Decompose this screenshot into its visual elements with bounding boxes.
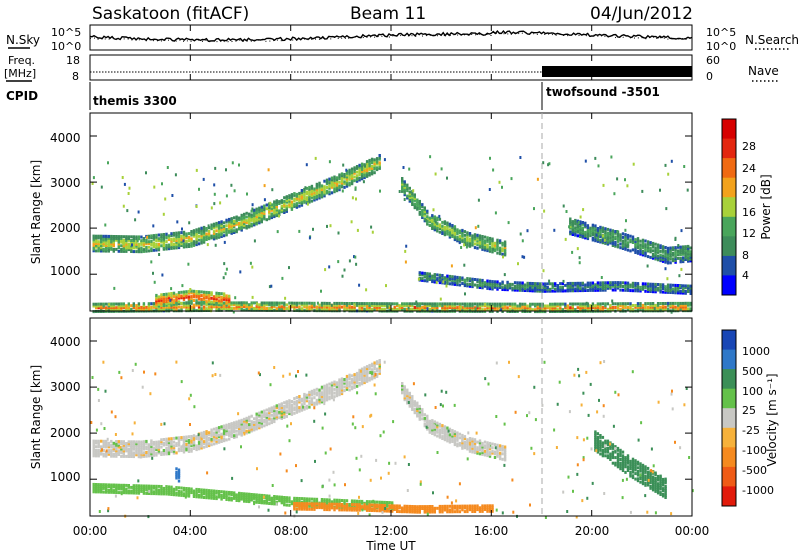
power-heatmap bbox=[91, 154, 692, 314]
power-cbar-tick-24: 24 bbox=[742, 162, 756, 175]
power-band-2 bbox=[401, 177, 507, 257]
velocity-colorbar bbox=[722, 330, 736, 507]
freq-unit-label: [MHz] bbox=[4, 67, 36, 80]
freq-ytick-top: 18 bbox=[66, 54, 80, 67]
power-colorbar-swatch-8 bbox=[722, 255, 736, 276]
vel-cbar-tick-25: 25 bbox=[742, 404, 756, 417]
nave-trace-block bbox=[542, 66, 692, 77]
noise-search-trace bbox=[89, 31, 693, 43]
vel-cbar-tick-100: 100 bbox=[742, 385, 763, 398]
velocity-panel-frame bbox=[89, 317, 693, 517]
velocity-colorbar-swatch-8 bbox=[722, 466, 736, 487]
noise-left-label: N.Sky bbox=[6, 33, 40, 47]
xtick-2400: 00:00 bbox=[675, 524, 710, 538]
velocity-colorbar-swatch-1 bbox=[722, 330, 736, 351]
date-title: 04/Jun/2012 bbox=[590, 4, 693, 24]
xtick-0000: 00:00 bbox=[73, 524, 108, 538]
velocity-colorbar-swatch-6 bbox=[722, 427, 736, 448]
velocity-colorbar-swatch-7 bbox=[722, 447, 736, 468]
velocity-ylabel: Slant Range [km] bbox=[29, 365, 43, 469]
velocity-band-1 bbox=[92, 359, 381, 459]
velocity-colorbar-frame bbox=[721, 329, 737, 507]
vel-cbar-tick-500: 500 bbox=[742, 365, 763, 378]
nave-tick-bottom: 0 bbox=[706, 70, 713, 83]
noise-sky-trace bbox=[89, 30, 693, 43]
power-colorbar-frame bbox=[721, 118, 737, 296]
power-cbar-tick-16: 16 bbox=[742, 206, 756, 219]
vel-cbar-tick-minus25: -25 bbox=[742, 424, 760, 437]
power-ytick-1000: 1000 bbox=[50, 264, 81, 278]
velocity-speckle bbox=[90, 360, 694, 519]
power-colorbar-swatch-2 bbox=[722, 138, 736, 159]
xtick-2000: 20:00 bbox=[575, 524, 610, 538]
velocity-colorbar-swatch-3 bbox=[722, 369, 736, 390]
vel-cbar-tick-minus1000: -1000 bbox=[742, 484, 774, 497]
xaxis-label: Time UT bbox=[365, 539, 416, 553]
velocity-colorbar-swatch-2 bbox=[722, 349, 736, 370]
velocity-heatmap bbox=[90, 359, 694, 519]
velocity-colorbar-swatch-9 bbox=[722, 486, 736, 507]
velocity-ytick-3000: 3000 bbox=[50, 380, 81, 394]
velocity-ytick-1000: 1000 bbox=[50, 470, 81, 484]
power-band-3 bbox=[418, 271, 692, 295]
power-band-5 bbox=[155, 289, 231, 308]
vel-cbar-tick-1000: 1000 bbox=[742, 345, 770, 358]
velocity-ytick-4000: 4000 bbox=[50, 335, 81, 349]
cpid-label: CPID bbox=[6, 89, 38, 103]
velocity-colorbar-swatch-4 bbox=[722, 388, 736, 409]
velocity-band-4 bbox=[175, 467, 181, 483]
vel-cbar-tick-minus100: -100 bbox=[742, 444, 767, 457]
power-cbar-tick-20: 20 bbox=[742, 183, 756, 196]
noise-right-tick-bottom: 10^0 bbox=[706, 40, 736, 53]
noise-right-label: N.Search bbox=[745, 33, 799, 47]
power-cbar-tick-4: 4 bbox=[742, 269, 749, 282]
power-speckle bbox=[91, 155, 689, 314]
velocity-band-6 bbox=[594, 430, 667, 499]
velocity-colorbar-label: Velocity [m s⁻¹] bbox=[765, 373, 779, 466]
power-colorbar-swatch-4 bbox=[722, 177, 736, 198]
power-colorbar-swatch-5 bbox=[722, 197, 736, 218]
power-colorbar-swatch-1 bbox=[722, 119, 736, 140]
velocity-colorbar-swatch-5 bbox=[722, 408, 736, 429]
xtick-0800: 08:00 bbox=[274, 524, 309, 538]
xtick-1600: 16:00 bbox=[474, 524, 509, 538]
power-cbar-tick-12: 12 bbox=[742, 227, 756, 240]
nave-label: Nave bbox=[748, 64, 779, 78]
noise-ytick-top: 10^5 bbox=[51, 26, 81, 39]
noise-ytick-bottom: 10^0 bbox=[51, 40, 81, 53]
station-title: Saskatoon (fitACF) bbox=[92, 4, 249, 24]
power-cbar-tick-28: 28 bbox=[742, 140, 756, 153]
velocity-ytick-2000: 2000 bbox=[50, 426, 81, 440]
power-ytick-2000: 2000 bbox=[50, 221, 81, 235]
power-cbar-tick-8: 8 bbox=[742, 249, 749, 262]
power-colorbar-swatch-6 bbox=[722, 216, 736, 237]
power-band-1 bbox=[92, 154, 381, 254]
xtick-0400: 04:00 bbox=[173, 524, 208, 538]
power-colorbar bbox=[722, 119, 736, 296]
cpid-segment-1: themis 3300 bbox=[93, 94, 177, 108]
power-colorbar-swatch-9 bbox=[722, 275, 736, 296]
xtick-1200: 12:00 bbox=[374, 524, 409, 538]
velocity-band-5 bbox=[293, 502, 494, 514]
vel-cbar-tick-minus500: -500 bbox=[742, 464, 767, 477]
power-colorbar-swatch-3 bbox=[722, 158, 736, 179]
freq-label: Freq. bbox=[8, 54, 35, 67]
cpid-segment-2: twofsound -3501 bbox=[546, 85, 660, 99]
nave-tick-top: 60 bbox=[706, 54, 720, 67]
noise-right-tick-top: 10^5 bbox=[706, 26, 736, 39]
power-colorbar-swatch-7 bbox=[722, 236, 736, 257]
beam-title: Beam 11 bbox=[350, 4, 426, 24]
power-band-6 bbox=[569, 217, 692, 265]
velocity-band-2 bbox=[401, 382, 507, 462]
power-ytick-3000: 3000 bbox=[50, 176, 81, 190]
freq-ytick-bottom: 8 bbox=[72, 70, 79, 83]
power-ytick-4000: 4000 bbox=[50, 131, 81, 145]
power-ylabel: Slant Range [km] bbox=[29, 160, 43, 264]
power-colorbar-label: Power [dB] bbox=[759, 174, 773, 239]
